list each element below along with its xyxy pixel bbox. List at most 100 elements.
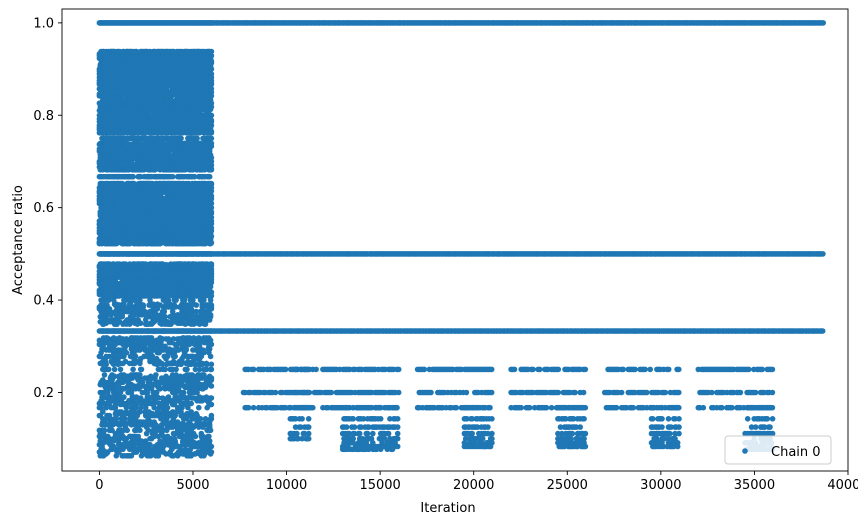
data-point xyxy=(343,404,350,411)
data-point xyxy=(395,389,402,396)
data-point xyxy=(769,366,776,373)
data-point xyxy=(548,404,555,411)
data-point xyxy=(305,424,312,430)
data-point xyxy=(250,404,257,411)
data-point xyxy=(676,430,682,437)
data-point xyxy=(487,443,494,450)
data-point xyxy=(665,366,672,373)
data-point xyxy=(659,416,665,422)
data-point xyxy=(105,366,112,373)
data-point xyxy=(580,404,586,411)
data-point xyxy=(328,389,335,396)
data-point xyxy=(351,424,358,430)
data-point xyxy=(613,404,620,411)
data-point xyxy=(111,366,118,373)
data-point xyxy=(667,430,673,437)
data-point xyxy=(659,424,665,430)
data-point xyxy=(184,366,190,373)
data-point xyxy=(676,366,682,373)
data-point xyxy=(744,416,751,422)
data-point xyxy=(488,366,495,373)
data-point xyxy=(394,430,401,437)
data-point xyxy=(620,366,626,373)
data-point xyxy=(138,366,145,373)
data-point xyxy=(293,389,299,396)
data-point xyxy=(305,435,312,442)
data-point xyxy=(394,424,401,430)
data-point xyxy=(543,404,550,411)
data-point xyxy=(537,366,543,373)
data-point xyxy=(555,389,562,396)
data-point xyxy=(299,416,305,422)
data-point xyxy=(206,173,213,180)
data-point xyxy=(555,366,562,373)
data-point xyxy=(511,366,518,373)
data-point xyxy=(489,430,495,437)
data-point xyxy=(650,416,656,422)
data-point xyxy=(245,404,252,411)
data-point xyxy=(581,416,587,422)
data-point xyxy=(272,389,279,396)
data-point xyxy=(769,416,776,422)
data-point xyxy=(632,366,638,373)
data-point xyxy=(572,389,578,396)
data-point xyxy=(162,366,168,373)
data-point xyxy=(208,135,215,142)
data-point xyxy=(518,404,524,411)
data-point xyxy=(676,424,682,430)
data-point xyxy=(769,389,776,396)
data-point xyxy=(343,424,350,430)
data-point xyxy=(767,404,773,411)
data-point xyxy=(389,446,396,453)
data-point xyxy=(469,430,476,437)
data-point xyxy=(651,404,657,411)
data-point xyxy=(580,389,587,396)
data-point xyxy=(659,404,665,411)
data-point xyxy=(709,389,715,396)
data-point xyxy=(350,416,357,422)
data-point xyxy=(250,366,257,373)
data-point xyxy=(294,430,300,437)
data-point xyxy=(582,366,589,373)
data-point xyxy=(759,366,766,373)
data-point xyxy=(394,443,401,450)
data-point xyxy=(530,366,536,373)
data-points xyxy=(96,20,826,459)
data-point xyxy=(421,366,428,373)
data-point xyxy=(719,404,725,411)
data-point xyxy=(196,404,202,411)
data-point xyxy=(674,404,681,411)
data-point xyxy=(737,389,744,396)
data-point xyxy=(642,366,648,373)
data-point xyxy=(463,389,470,396)
data-point xyxy=(647,366,653,373)
data-point xyxy=(381,404,388,411)
data-point xyxy=(130,366,136,373)
data-point xyxy=(169,173,176,180)
data-point xyxy=(385,430,392,437)
data-point xyxy=(485,424,491,430)
data-point xyxy=(662,389,669,396)
data-point xyxy=(178,135,184,142)
data-point xyxy=(630,404,637,411)
data-point xyxy=(752,389,759,396)
data-point xyxy=(820,251,826,257)
data-point xyxy=(676,416,682,422)
data-point xyxy=(313,366,319,373)
data-point xyxy=(356,430,363,437)
data-point xyxy=(767,424,773,430)
data-point xyxy=(746,366,752,373)
data-point xyxy=(582,443,589,450)
data-point xyxy=(306,389,313,396)
data-point xyxy=(377,416,384,422)
data-point xyxy=(305,416,312,422)
data-point xyxy=(676,389,682,396)
data-point xyxy=(364,430,371,437)
data-point xyxy=(305,430,312,437)
data-point xyxy=(674,443,681,450)
data-point xyxy=(428,389,434,396)
data-point xyxy=(569,430,576,437)
data-point xyxy=(752,424,759,430)
